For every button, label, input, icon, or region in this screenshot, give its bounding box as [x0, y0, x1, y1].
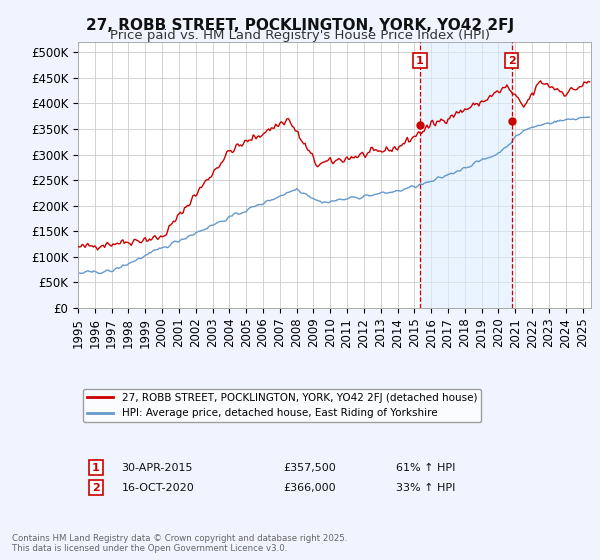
Text: 2: 2	[92, 483, 100, 493]
Legend: 27, ROBB STREET, POCKLINGTON, YORK, YO42 2FJ (detached house), HPI: Average pric: 27, ROBB STREET, POCKLINGTON, YORK, YO42…	[83, 389, 481, 422]
Text: 33% ↑ HPI: 33% ↑ HPI	[396, 483, 455, 493]
Text: £366,000: £366,000	[283, 483, 336, 493]
Text: Price paid vs. HM Land Registry's House Price Index (HPI): Price paid vs. HM Land Registry's House …	[110, 29, 490, 42]
Text: 27, ROBB STREET, POCKLINGTON, YORK, YO42 2FJ: 27, ROBB STREET, POCKLINGTON, YORK, YO42…	[86, 18, 514, 33]
Text: 2: 2	[508, 55, 515, 66]
Text: £357,500: £357,500	[283, 463, 336, 473]
Text: Contains HM Land Registry data © Crown copyright and database right 2025.
This d: Contains HM Land Registry data © Crown c…	[12, 534, 347, 553]
Text: 16-OCT-2020: 16-OCT-2020	[122, 483, 194, 493]
Bar	[420, 42, 512, 308]
Text: 1: 1	[92, 463, 100, 473]
Text: 30-APR-2015: 30-APR-2015	[122, 463, 193, 473]
Text: 1: 1	[416, 55, 424, 66]
Text: 61% ↑ HPI: 61% ↑ HPI	[396, 463, 455, 473]
